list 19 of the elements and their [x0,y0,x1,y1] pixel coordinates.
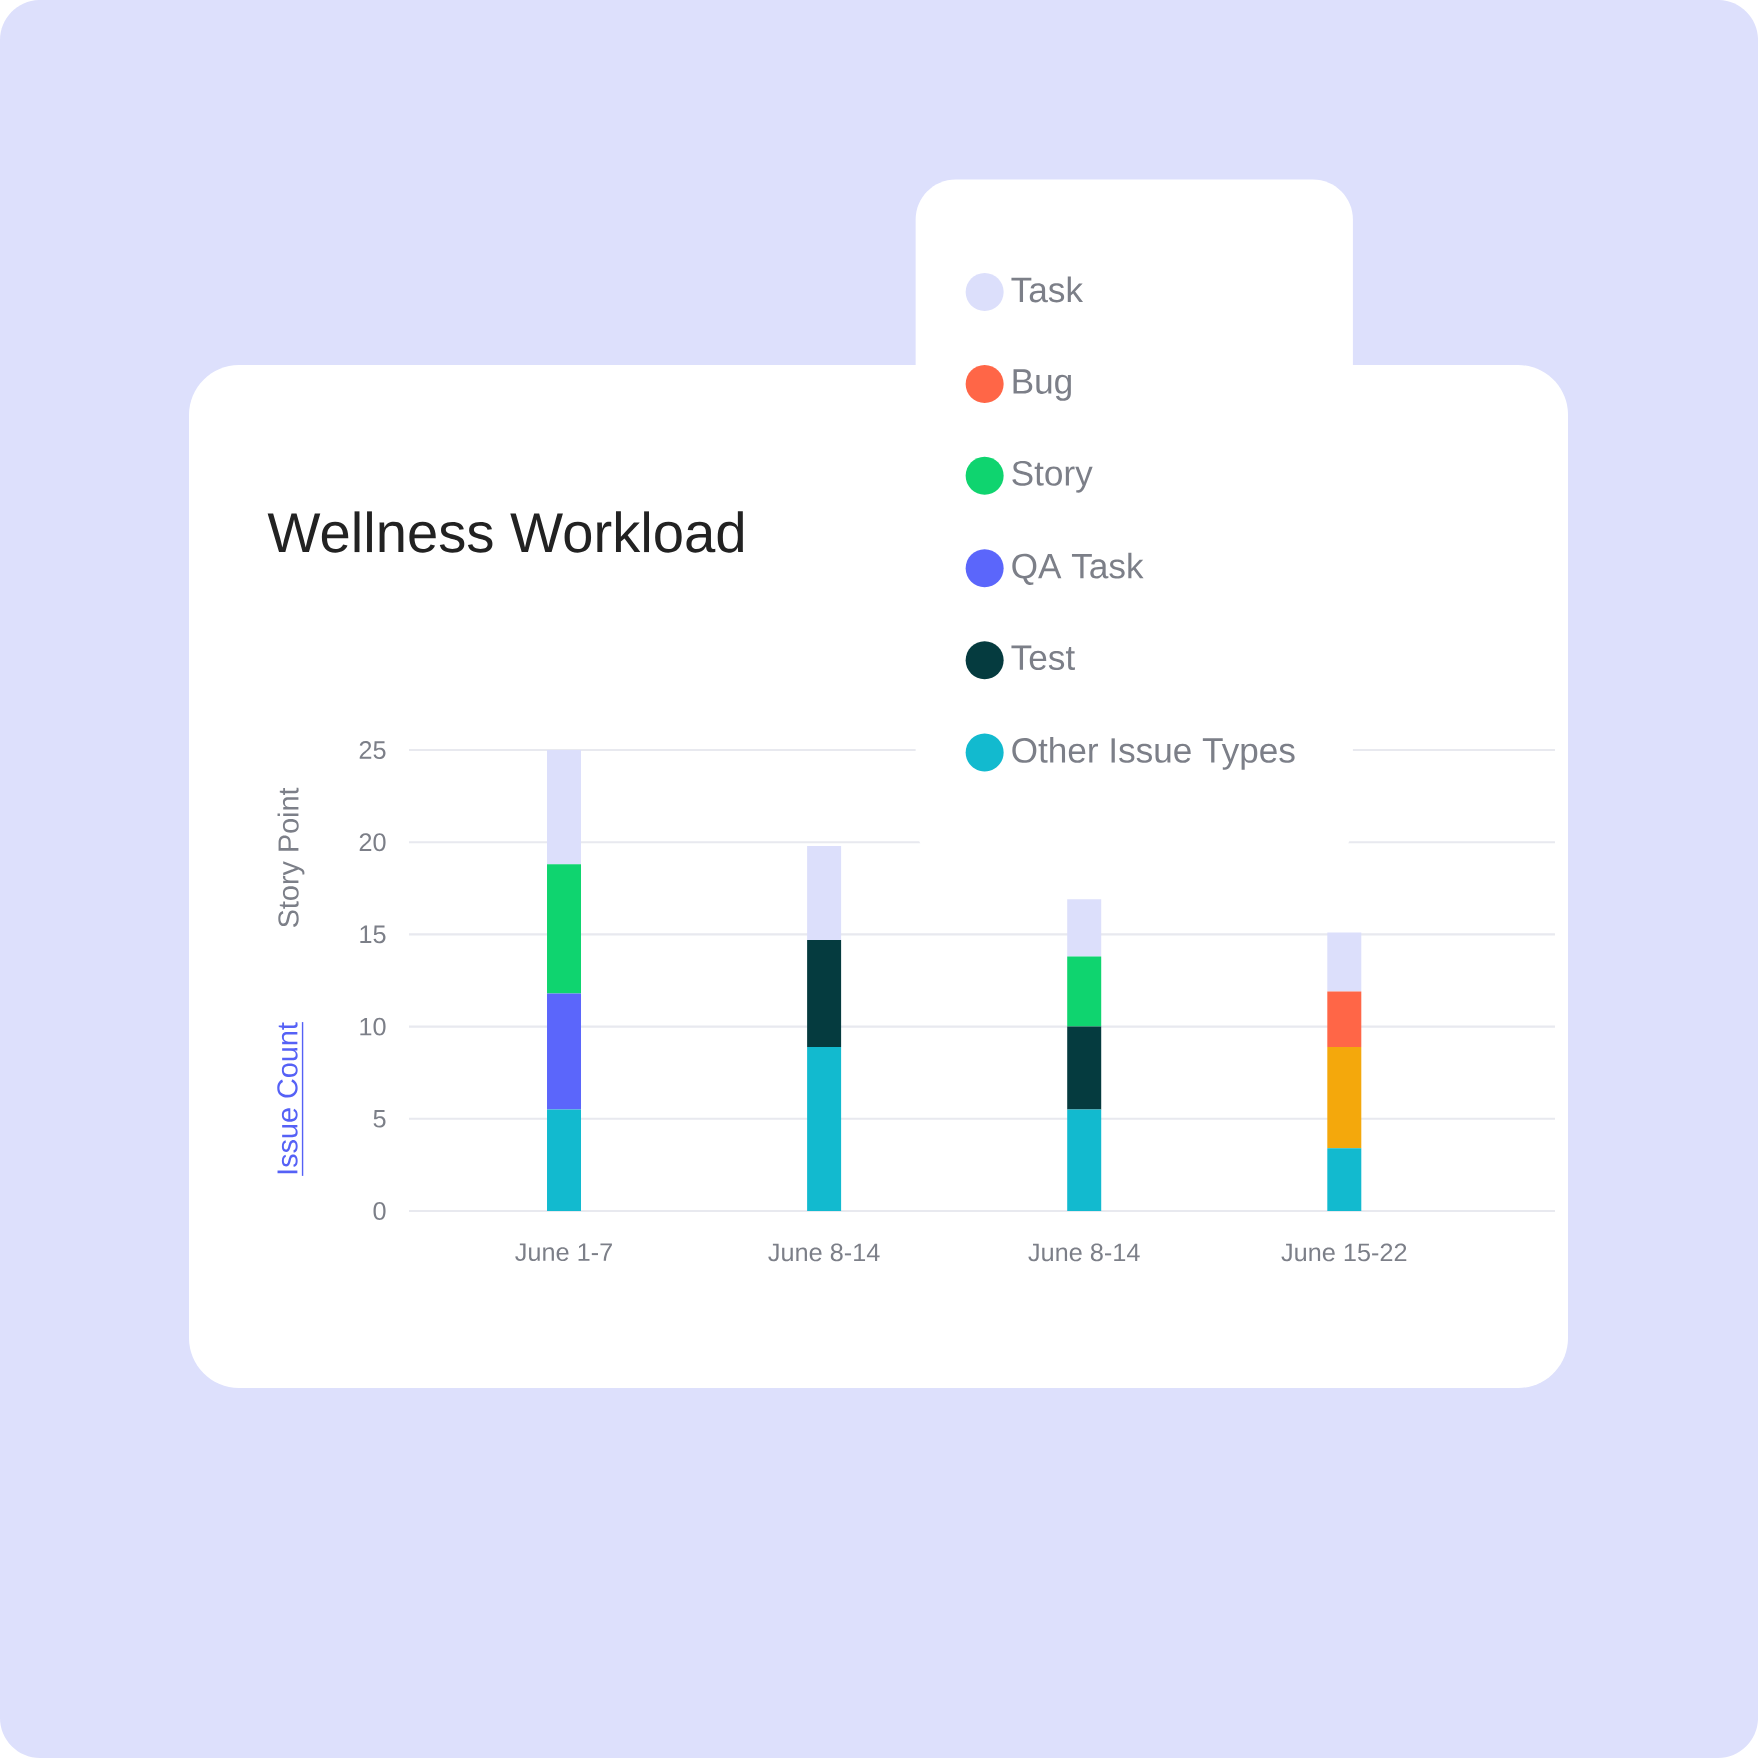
chart-title: Wellness Workload [267,511,743,553]
legend-label: QA Task [1012,552,1144,585]
legend-label: Task [1011,276,1084,303]
legend-label: Story [1012,460,1093,493]
y-tick-label: 5 [373,1109,386,1128]
y-tick-label: 20 [359,833,386,852]
x-tick-label: June 8-14 [1028,1243,1140,1262]
y-tick-label: 10 [360,1017,386,1036]
x-tick-label: June 15-22 [1281,1243,1407,1262]
x-tick-label: June 8-14 [768,1243,880,1262]
y-tick-label: 25 [359,741,386,759]
legend-label: Other Issue Types [1012,737,1295,770]
y-tick-label: 15 [360,925,386,944]
legend-label: Bug [1013,369,1071,401]
x-tick-label: June 1-7 [515,1243,612,1262]
legend-label: Test [1011,645,1075,671]
y-axis-title: Story Point [277,787,305,928]
y-tick-label: 0 [373,1202,386,1220]
text: Issue Count [277,1022,298,1174]
